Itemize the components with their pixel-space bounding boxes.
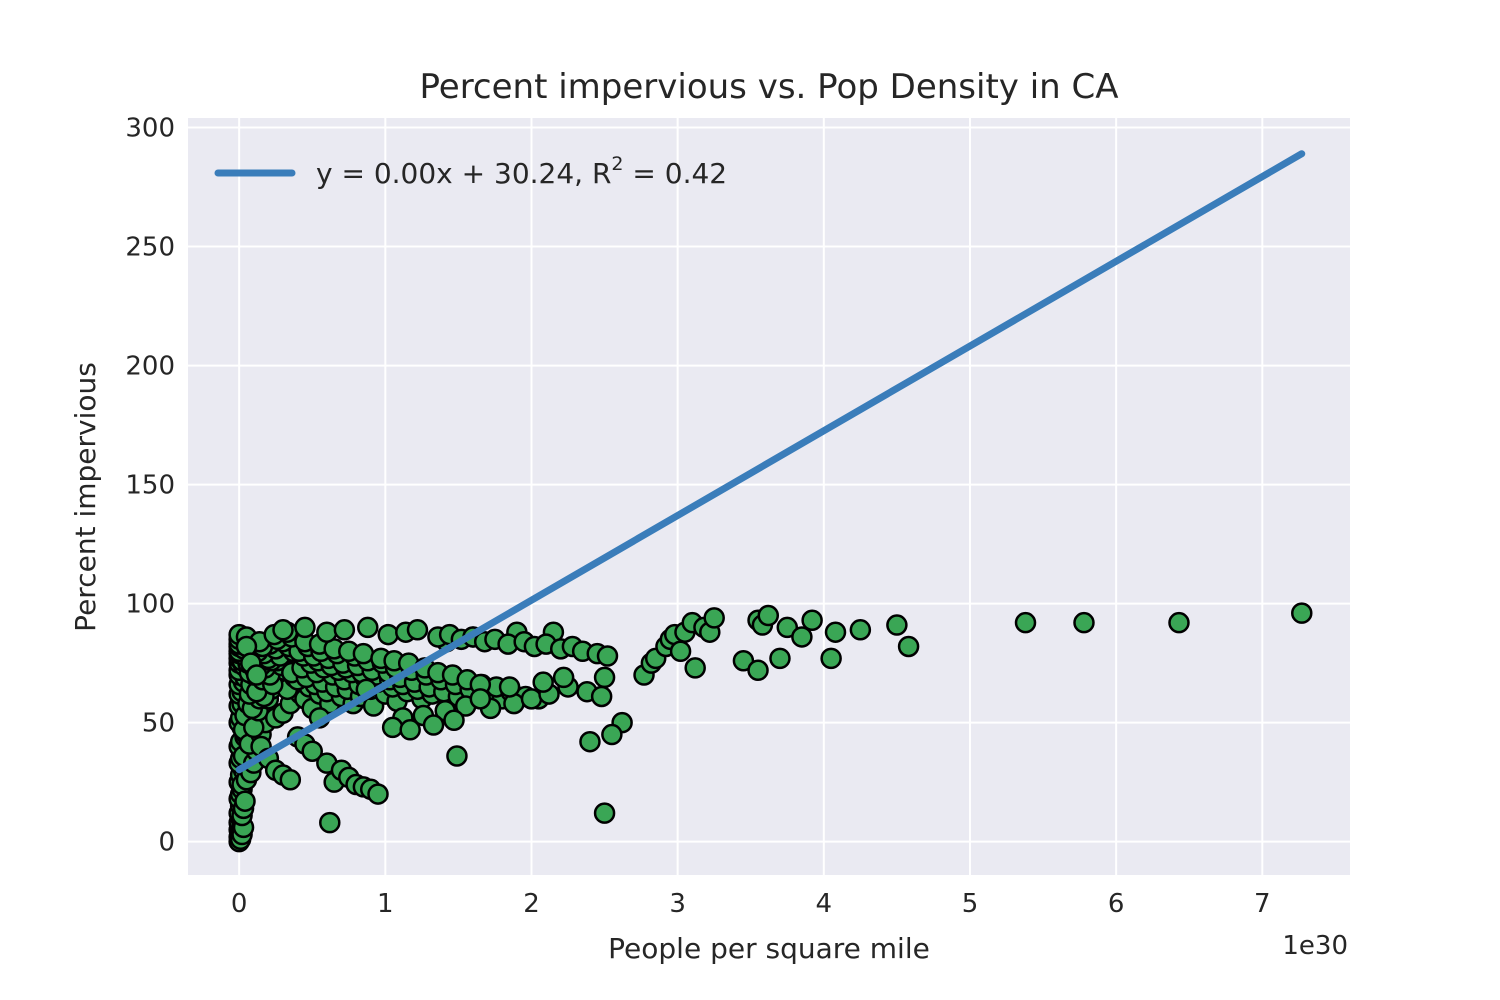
data-point bbox=[1291, 602, 1313, 624]
data-point bbox=[669, 640, 692, 662]
data-point bbox=[1168, 611, 1190, 634]
legend-prefix: y = 0.00x + 30.24, R bbox=[316, 157, 611, 190]
data-point bbox=[593, 666, 616, 689]
legend-suffix: = 0.42 bbox=[624, 157, 728, 190]
data-point bbox=[532, 671, 554, 693]
data-point bbox=[367, 783, 389, 805]
data-point bbox=[422, 714, 445, 736]
legend-entry-fit-line: y = 0.00x + 30.24, R2 = 0.42 bbox=[316, 153, 727, 190]
y-tick-label: 0 bbox=[158, 828, 175, 858]
data-point bbox=[820, 647, 842, 670]
y-tick-label: 150 bbox=[125, 471, 175, 501]
x-tick-label: 5 bbox=[962, 889, 979, 919]
grid-lines bbox=[188, 118, 1350, 875]
data-point bbox=[381, 716, 404, 739]
y-tick-labels: 0 50 100 150 200 250 300 bbox=[125, 114, 175, 858]
data-point bbox=[732, 650, 755, 672]
x-tick-label: 7 bbox=[1254, 889, 1271, 919]
legend: y = 0.00x + 30.24, R2 = 0.42 bbox=[214, 153, 727, 190]
x-tick-label: 3 bbox=[669, 889, 686, 919]
data-point bbox=[579, 730, 601, 753]
data-point bbox=[279, 769, 302, 791]
data-point bbox=[377, 623, 399, 646]
y-tick-label: 300 bbox=[125, 114, 175, 144]
data-point bbox=[684, 657, 706, 679]
data-point bbox=[1073, 611, 1095, 634]
data-point bbox=[593, 802, 616, 824]
x-tick-label: 6 bbox=[1108, 889, 1125, 919]
data-point bbox=[757, 604, 780, 627]
data-point bbox=[399, 719, 421, 741]
data-points bbox=[228, 602, 1313, 853]
data-point bbox=[352, 642, 375, 665]
data-point bbox=[886, 614, 908, 636]
data-point bbox=[357, 616, 379, 639]
y-tick-label: 100 bbox=[125, 590, 175, 620]
data-point bbox=[498, 676, 521, 698]
data-point bbox=[319, 811, 341, 834]
data-point bbox=[824, 621, 847, 643]
data-point bbox=[596, 645, 619, 667]
legend-superscript: 2 bbox=[611, 153, 623, 175]
data-point bbox=[791, 626, 813, 648]
data-point bbox=[469, 688, 492, 710]
x-tick-label: 4 bbox=[816, 889, 833, 919]
x-tick-labels: 0 1 2 3 4 5 6 7 bbox=[231, 889, 1271, 919]
data-point bbox=[406, 619, 429, 641]
fit-line-group bbox=[235, 150, 1306, 774]
data-point bbox=[301, 740, 323, 762]
data-point bbox=[245, 664, 268, 686]
data-point bbox=[601, 723, 623, 746]
x-tick-label: 0 bbox=[231, 889, 248, 919]
data-point bbox=[333, 619, 356, 641]
x-tick-label: 2 bbox=[523, 889, 540, 919]
data-point bbox=[272, 619, 294, 641]
data-point bbox=[703, 607, 725, 629]
x-tick-label: 1 bbox=[377, 889, 394, 919]
data-point bbox=[769, 647, 791, 670]
y-axis-label: Percent impervious bbox=[69, 362, 102, 632]
data-point bbox=[443, 709, 465, 732]
chart-title: Percent impervious vs. Pop Density in CA bbox=[419, 67, 1118, 107]
regression-line bbox=[235, 150, 1306, 774]
data-point bbox=[776, 616, 799, 639]
data-point bbox=[747, 659, 769, 682]
data-point bbox=[294, 616, 316, 639]
data-point bbox=[446, 745, 468, 767]
data-point bbox=[552, 666, 575, 689]
data-point bbox=[234, 790, 256, 812]
x-axis-label: People per square mile bbox=[608, 932, 930, 965]
y-tick-label: 250 bbox=[125, 233, 175, 263]
data-point bbox=[801, 609, 823, 632]
x-offset-label: 1e30 bbox=[1282, 931, 1348, 961]
data-point bbox=[590, 685, 613, 708]
data-point bbox=[897, 635, 920, 658]
plot-background bbox=[188, 118, 1350, 875]
data-point bbox=[316, 621, 338, 643]
data-point bbox=[1014, 611, 1037, 634]
y-tick-label: 200 bbox=[125, 352, 175, 382]
data-point bbox=[849, 619, 872, 641]
y-tick-label: 50 bbox=[142, 709, 175, 739]
data-point bbox=[520, 688, 543, 710]
